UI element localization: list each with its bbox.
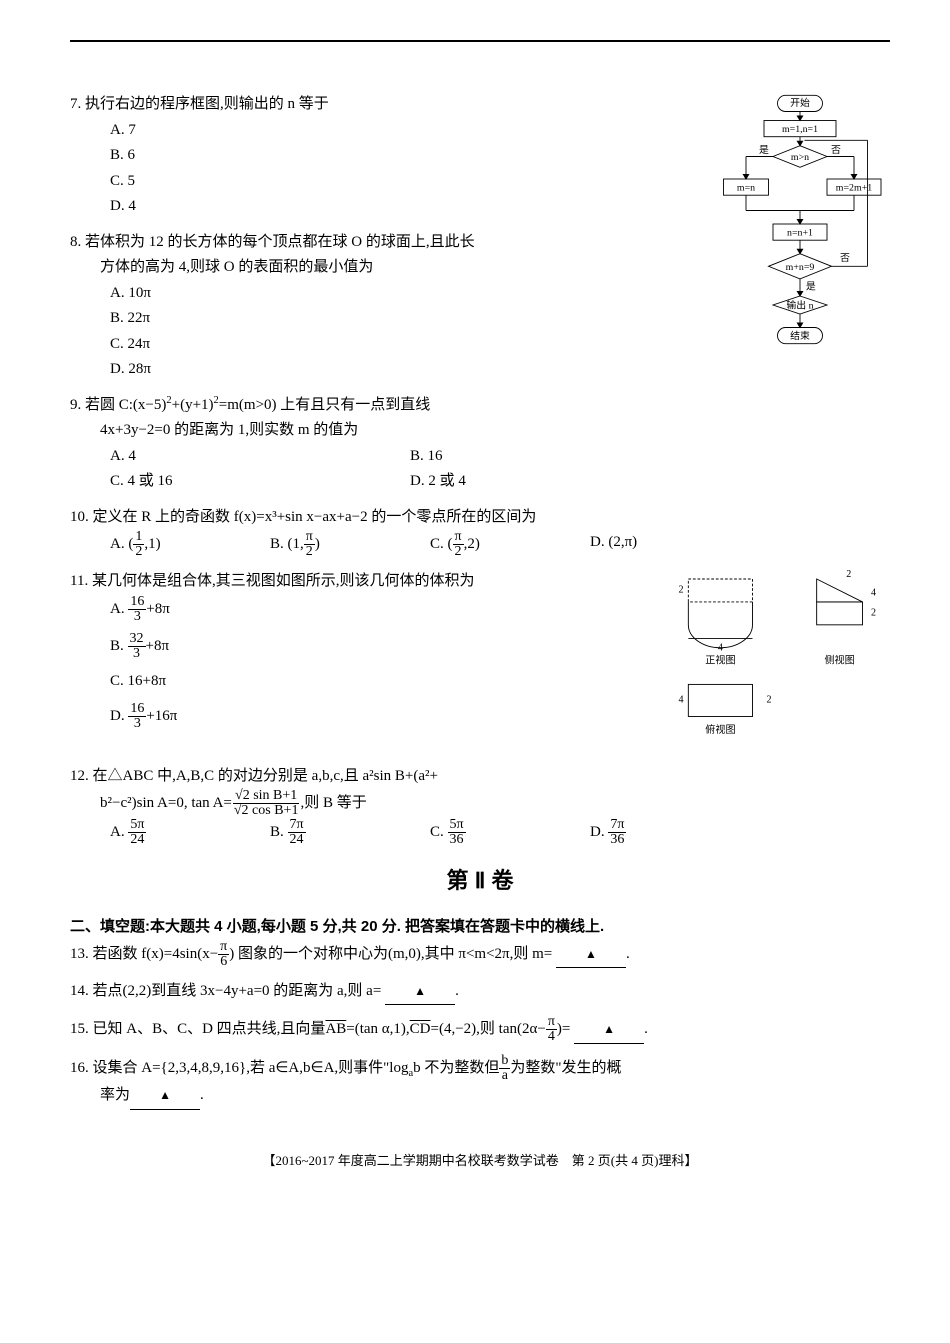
q9-num: 9.: [70, 397, 81, 413]
q9-text2: 4x+3y−2=0 的距离为 1,则实数 m 的值为: [70, 418, 890, 444]
q12-opt-a: A. 5π24: [110, 818, 270, 847]
q12-num: 12.: [70, 768, 89, 784]
question-11: 11. 某几何体是组合体,其三视图如图所示,则该几何体的体积为 A. 163+8…: [70, 569, 890, 731]
q9-t1b: +(y+1): [172, 397, 214, 413]
q10-opt-c: C. (π2,2): [430, 530, 590, 559]
q8-opt-c: C. 24π: [110, 332, 890, 358]
q7-opt-a: A. 7: [110, 118, 890, 144]
q16-num: 16.: [70, 1060, 89, 1076]
part2-title: 第 Ⅱ 卷: [70, 862, 890, 899]
question-7: 7. 执行右边的程序框图,则输出的 n 等于 A. 7 B. 6 C. 5 D.…: [70, 92, 890, 220]
page-divider: [70, 40, 890, 42]
question-8: 8. 若体积为 12 的长方体的每个顶点都在球 O 的球面上,且此长 方体的高为…: [70, 230, 890, 383]
q9-opt-a: A. 4: [110, 444, 410, 470]
q11-text: 某几何体是组合体,其三视图如图所示,则该几何体的体积为: [92, 573, 475, 589]
question-16: 16. 设集合 A={2,3,4,8,9,16},若 a∈A,b∈A,则事件"l…: [70, 1054, 890, 1110]
q7-opt-c: C. 5: [110, 169, 890, 195]
q7-num: 7.: [70, 96, 81, 112]
q9-opt-c: C. 4 或 16: [110, 469, 410, 495]
q14-num: 14.: [70, 983, 89, 999]
q9-t1c: =m(m>0) 上有且只有一点到直线: [219, 397, 431, 413]
q8-num: 8.: [70, 234, 81, 250]
q7-opt-b: B. 6: [110, 143, 890, 169]
q11-opt-a: A. 163+8π: [110, 595, 890, 624]
q13-num: 13.: [70, 946, 89, 962]
q12-opt-c: C. 5π36: [430, 818, 590, 847]
q10-opt-d: D. (2,π): [590, 530, 750, 559]
q14-blank: [385, 979, 455, 1006]
q12-opt-d: D. 7π36: [590, 818, 750, 847]
page-footer: 【2016~2017 年度高二上学期期中名校联考数学试卷 第 2 页(共 4 页…: [70, 1150, 890, 1172]
q8-opt-d: D. 28π: [110, 357, 890, 383]
q10-opt-a: A. (12,1): [110, 530, 270, 559]
q10-num: 10.: [70, 509, 89, 525]
q8-opt-a: A. 10π: [110, 281, 890, 307]
question-10: 10. 定义在 R 上的奇函数 f(x)=x³+sin x−ax+a−2 的一个…: [70, 505, 890, 560]
q12-t2a: b²−c²)sin A=0, tan A=: [100, 795, 232, 811]
question-15: 15. 已知 A、B、C、D 四点共线,且向量AB=(tan α,1),CD=(…: [70, 1015, 890, 1044]
q13-blank: [556, 942, 626, 969]
q16-blank: [130, 1083, 200, 1110]
q11-opt-b: B. 323+8π: [110, 632, 890, 661]
fill-instructions: 二、填空题:本大题共 4 小题,每小题 5 分,共 20 分. 把答案填在答题卡…: [70, 914, 890, 940]
question-12: 12. 在△ABC 中,A,B,C 的对边分别是 a,b,c,且 a²sin B…: [70, 764, 890, 848]
q11-num: 11.: [70, 573, 88, 589]
q12-text1: 在△ABC 中,A,B,C 的对边分别是 a,b,c,且 a²sin B+(a²…: [93, 768, 439, 784]
question-9: 9. 若圆 C:(x−5)2+(y+1)2=m(m>0) 上有且只有一点到直线 …: [70, 393, 890, 495]
question-14: 14. 若点(2,2)到直线 3x−4y+a=0 的距离为 a,则 a= .: [70, 979, 890, 1006]
q11-opt-d: D. 163+16π: [110, 702, 890, 731]
q9-opt-d: D. 2 或 4: [410, 469, 570, 495]
q12-opt-b: B. 7π24: [270, 818, 430, 847]
q7-text: 执行右边的程序框图,则输出的 n 等于: [85, 96, 329, 112]
q10-text: 定义在 R 上的奇函数 f(x)=x³+sin x−ax+a−2 的一个零点所在…: [93, 509, 537, 525]
q8-opt-b: B. 22π: [110, 306, 890, 332]
q9-t1a: 若圆 C:(x−5): [85, 397, 166, 413]
q8-text1: 若体积为 12 的长方体的每个顶点都在球 O 的球面上,且此长: [85, 234, 475, 250]
q11-opt-c: C. 16+8π: [110, 669, 890, 695]
q12-t2b: ,则 B 等于: [300, 795, 366, 811]
q8-text2: 方体的高为 4,则球 O 的表面积的最小值为: [70, 255, 890, 281]
q15-num: 15.: [70, 1021, 89, 1037]
q7-opt-d: D. 4: [110, 194, 890, 220]
q15-blank: [574, 1017, 644, 1044]
question-13: 13. 若函数 f(x)=4sin(x−π6) 图象的一个对称中心为(m,0),…: [70, 940, 890, 969]
q10-opt-b: B. (1,π2): [270, 530, 430, 559]
q9-opt-b: B. 16: [410, 444, 570, 470]
